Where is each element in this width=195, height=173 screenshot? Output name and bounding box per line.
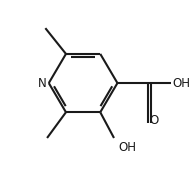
Text: OH: OH <box>173 77 191 90</box>
Text: O: O <box>150 114 159 127</box>
Text: N: N <box>37 77 46 90</box>
Text: OH: OH <box>118 140 136 154</box>
